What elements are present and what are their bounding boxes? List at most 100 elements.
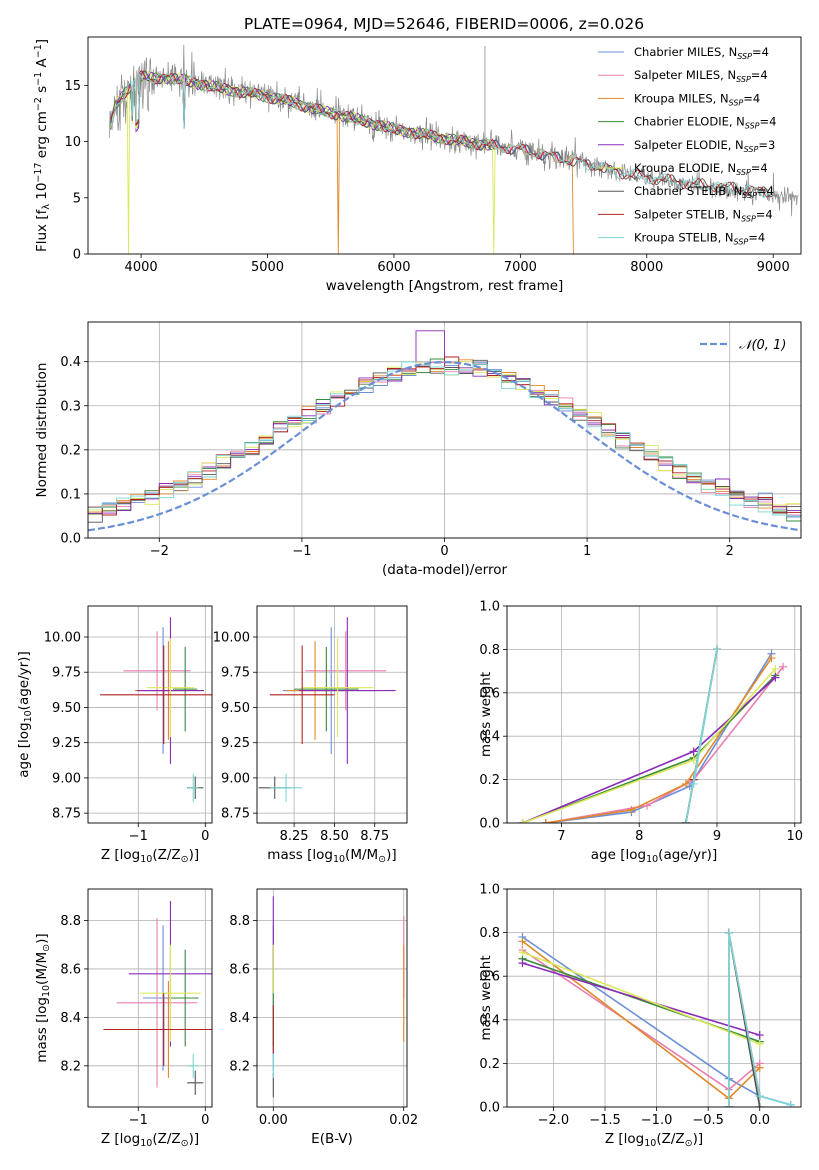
legend-sub: SSP [729,98,744,107]
errorbar-kroupa-elodie [140,944,201,1042]
hist-kroupa-stelib [88,361,801,517]
x-tick-label: 8 [635,829,643,844]
weight-marker [779,662,788,671]
legend-sub: SSP [736,75,751,84]
label-span: (data-model)/error [382,562,508,578]
errorbar-salpeter-stelib [100,645,212,745]
legend-label-salpeter-elodie: Salpeter ELODIE, NSSP=3 [634,138,775,154]
weight-marker [681,819,690,823]
x-tick-label: 0.00 [259,1113,288,1128]
x-tick-label: −1 [129,1113,148,1128]
label-span: (M/M [345,847,378,863]
y-tick-label: 10.00 [213,631,250,646]
legend-normal-label: 𝒩(0, 1) [739,338,786,353]
axes-mass-vs-ebv: 0.00 0.02 8.2 8.4 8.6 8.8 E(B-V) [229,888,418,1147]
errorbar-chabrier-elodie [294,646,359,732]
axes-age-vs-mass: 8.25 8.50 8.75 8.75 9.00 9.25 9.50 9.75 10.00 mas… [213,605,408,865]
weight-marker [786,1100,795,1107]
y-tick-label: 0.4 [60,355,81,370]
y-axis-label: mass [log10(M/M⊙)] [34,933,52,1062]
axes-frame [87,321,802,539]
x-tick-label: 5000 [251,260,284,275]
x-tick-label: 0 [201,1113,209,1128]
weight-marker [689,779,698,788]
y-tick-label: 9.25 [52,736,81,751]
label-span: 10 [41,985,52,997]
weight-marker [755,1031,764,1040]
label-span: (Z/Z [152,847,180,863]
axes-spectrum: 4000 5000 6000 7000 8000 9000 0 5 10 15 wavelength… [33,36,802,294]
errorbar-salpeter-elodie [298,617,396,764]
weight-marker [518,937,527,946]
legend-sub: SSP [742,191,757,200]
legend-sub: SSP [734,238,749,247]
plot-area [88,330,801,532]
legend-nssp: =4 [760,115,777,129]
y-tick-label: 0.0 [479,1101,500,1116]
x-tick-label: −2 [150,544,169,559]
legend-model: Chabrier ELODIE, N [634,115,745,129]
legend-label-kroupa-elodie: Kroupa ELODIE, NSSP=4 [634,161,768,177]
label-span: )] [189,847,200,863]
weight-marker [755,1103,764,1107]
x-axis-label: (data-model)/error [382,562,508,578]
y-tick-label: 0.6 [479,686,500,701]
axes-frame [87,888,213,1108]
y-tick-label: 0.8 [479,926,500,941]
weight-marker [518,948,527,957]
y-tick-label: 8.75 [52,807,81,822]
label-span: ] [34,39,50,44]
x-tick-label: 9000 [757,260,790,275]
weight-marker [755,1039,764,1048]
weight-marker [724,928,733,937]
y-tick-label: 0.4 [479,1013,500,1028]
label-span: mass [ [34,1018,50,1063]
label-span: mass weight [478,672,494,757]
figure-title: PLATE=0964, MJD=52646, FIBERID=0006, z=0… [244,15,644,33]
y-axis-label: mass weight [478,672,494,757]
y-tick-label: 0.0 [479,817,500,832]
y-tick-label: 10 [64,135,81,150]
axes-frame [256,888,408,1108]
label-span: E(B-V) [311,1131,353,1147]
weight-marker [541,819,550,823]
x-tick-label: −2.0 [538,1113,570,1128]
weight-marker [771,664,780,673]
weight-line-salpeter-miles [545,666,784,823]
y-tick-label: 8.2 [229,1059,250,1074]
y-tick-label: 9.00 [221,771,250,786]
label-span: log [312,847,333,863]
axes-frame [256,605,408,824]
errorbar-salpeter-stelib [269,645,335,745]
x-axis-label: Z [log10(Z/Z⊙)] [605,1131,703,1149]
label-span: log [120,1131,141,1147]
legend-model: Kroupa STELIB, N [634,231,734,245]
legend-sub: SSP [736,168,751,177]
label-span: )] [34,933,50,944]
legend-nssp: =4 [751,68,768,82]
y-tick-label: 0.0 [60,532,81,547]
model-line-kroupa-stelib [110,73,774,198]
y-tick-label: 1.0 [479,600,500,615]
label-span: 10 [140,1138,152,1149]
label-span: log [120,847,141,863]
legend-label-chabrier-miles: Chabrier MILES, NSSP=4 [634,45,769,61]
label-span: (M/M [34,952,50,985]
y-tick-label: 8.4 [60,1011,81,1026]
label-span: ⊙ [181,854,189,865]
x-tick-label: 1 [583,544,591,559]
label-span: log [16,722,32,743]
axes-frame [87,36,802,255]
axes-frame [87,605,213,824]
label-span: Z [ [605,1131,624,1147]
errorbar-chabrier-elodie [173,646,198,732]
label-span: Normed distribution [34,363,50,498]
label-span: log [624,1131,645,1147]
legend-nssp: =4 [757,184,774,198]
y-tick-label: 0.2 [479,1057,500,1072]
x-tick-label: 9 [713,829,721,844]
weight-marker [755,1092,764,1101]
x-tick-label: 7000 [504,260,537,275]
